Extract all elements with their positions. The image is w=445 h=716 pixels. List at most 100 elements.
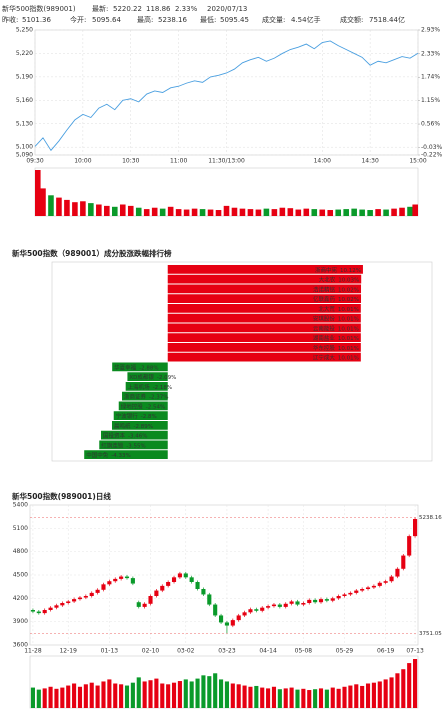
volume-bar [143, 209, 150, 216]
volume-bar [130, 682, 135, 708]
stock-name: 浙商证券 [124, 392, 147, 400]
candle-body [242, 612, 247, 616]
volume-bar [215, 210, 222, 216]
pct-label: -2.89% [134, 423, 153, 429]
candle-body [195, 582, 200, 589]
candle-body [383, 581, 388, 583]
volume-bar [159, 208, 166, 216]
candle-body [283, 603, 288, 607]
volume-bar [242, 685, 247, 708]
rank-label: 辽宁成大 10.01% [313, 353, 359, 361]
rank-bar [125, 382, 168, 391]
candle-body [354, 590, 359, 593]
stock-name: XD成都银 [129, 373, 154, 381]
x-tick-label: 07-13 [406, 648, 424, 655]
y-tick-label: 5100 [13, 525, 28, 532]
rank-bar [122, 391, 168, 401]
rank-bar [167, 313, 361, 323]
stock-name: 国投资本 [103, 431, 126, 439]
volume-bar [119, 204, 126, 216]
stat-value: 4.54亿手 [291, 15, 321, 24]
volume-bar [279, 207, 286, 216]
volume-bar [336, 688, 341, 708]
rank-bar [167, 294, 362, 303]
stat-value: 5238.16 [158, 16, 187, 24]
volume-bar [231, 207, 238, 216]
rank-bar [127, 372, 168, 381]
stat-label: 最低: [200, 15, 216, 24]
volume-bar [104, 205, 110, 216]
volume-frame [29, 655, 419, 709]
y2-tick-label: -0.22% [421, 152, 443, 159]
stock-name: 北大荒 [318, 304, 335, 312]
rank-label: 大北农 10.03% [319, 275, 360, 283]
volume-bar [383, 209, 389, 216]
candle-body [166, 582, 171, 586]
y-tick-label: 5,090 [16, 152, 33, 159]
volume-bar [224, 681, 229, 708]
rank-label: 宁波银行 -2.8% [116, 412, 157, 420]
rank-bar [84, 450, 168, 459]
candle-body [201, 589, 206, 595]
volume-bar [395, 673, 400, 708]
rank-label: 云南能投 10.01% [313, 324, 359, 332]
volume-bar [348, 685, 353, 708]
rank-label: 亿联鑫药 10.02% [313, 295, 359, 303]
volume-bar [247, 209, 254, 216]
volume-bar [266, 688, 271, 708]
y-tick-label: 3600 [13, 642, 28, 649]
y2-tick-label: 0.56% [421, 121, 440, 128]
candle-body [30, 610, 35, 612]
candle-body [72, 599, 77, 602]
chart-title: 新华500指数（989001）成分股涨跌幅排行榜 [12, 248, 172, 258]
pct-label: -2.37% [149, 394, 168, 400]
stat-value: 5095.64 [92, 16, 121, 24]
extreme-label: 3751.05 [419, 631, 442, 637]
y2-tick-label: 2.33% [421, 50, 440, 57]
x-tick-label: 10:30 [122, 158, 139, 165]
volume-bar [42, 688, 47, 708]
rank-bar [100, 430, 168, 440]
rank-bar [167, 304, 361, 313]
pct-label: -2.09% [157, 375, 176, 381]
extreme-label: 5238.16 [419, 515, 442, 521]
x-tick-label: 11:00 [170, 158, 187, 165]
volume-bar [371, 682, 376, 708]
rank-label: 北大荒 10.01% [318, 304, 359, 312]
volume-bar [175, 209, 182, 216]
x-tick-label: 09:30 [26, 158, 43, 165]
rank-label: 华夏幸福 -2.88% [114, 363, 158, 371]
candle-body [42, 610, 47, 614]
x-tick-label: 05-08 [295, 648, 313, 655]
volume-bar [101, 681, 106, 708]
pct-label: 10.01% [338, 336, 359, 342]
rank-bar [99, 440, 168, 450]
candle-body [83, 596, 88, 598]
volume-bar [324, 689, 329, 708]
stat-label: 今开: [70, 15, 86, 24]
candle-body [407, 536, 412, 556]
y-tick-label: 5,130 [16, 120, 33, 127]
volume-bar [254, 685, 259, 708]
candle-body [160, 585, 165, 591]
stat-label: 最高: [137, 15, 153, 24]
candle-body [342, 594, 347, 596]
y2-tick-label: 1.74% [421, 74, 440, 81]
stock-name: 大北农 [319, 275, 336, 283]
stock-name: 红旗连锁 [101, 441, 124, 449]
volume-bar [313, 689, 318, 708]
volume-bar [354, 684, 359, 708]
candle-body [230, 620, 235, 626]
y2-tick-label: 2.93% [421, 27, 440, 34]
pct-label: 10.02% [338, 297, 359, 303]
volume-bar [295, 689, 300, 708]
pct-label: 10.02% [338, 287, 359, 293]
volume-bar [199, 209, 206, 216]
rank-bar [167, 343, 361, 352]
volume-bar [327, 210, 334, 216]
candle-body [48, 607, 53, 610]
volume-bar [219, 679, 224, 708]
rank-bar [167, 323, 361, 333]
pct-label: -2.8% [141, 414, 157, 420]
volume-bar [72, 683, 77, 708]
